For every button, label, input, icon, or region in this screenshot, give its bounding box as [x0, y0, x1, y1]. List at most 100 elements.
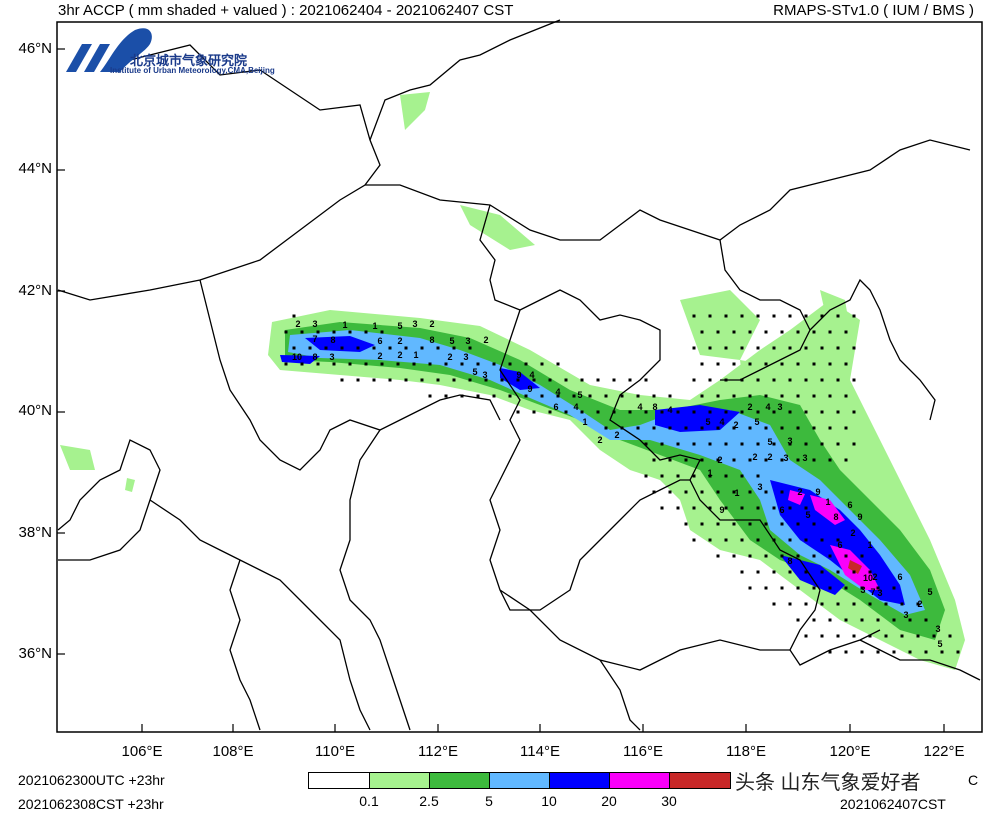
grid-point-marker [428, 362, 432, 366]
grid-point-marker [724, 314, 728, 318]
grid-point-marker [796, 426, 800, 430]
grid-point-marker [748, 330, 752, 334]
grid-point-marker [580, 378, 584, 382]
grid-point-marker [508, 362, 512, 366]
grid-point-marker [580, 410, 584, 414]
grid-point-marker [796, 586, 800, 590]
grid-point-marker [500, 378, 504, 382]
lat-label-40: 40°N [18, 402, 52, 419]
grid-point-marker [532, 410, 536, 414]
grid-point-marker [924, 618, 928, 622]
grid-point-marker [700, 394, 704, 398]
grid-point-marker [860, 586, 864, 590]
grid-point-marker [748, 490, 752, 494]
grid-point-marker [780, 522, 784, 526]
grid-value-label: 9 [527, 384, 532, 394]
grid-point-marker [780, 554, 784, 558]
grid-point-marker [684, 458, 688, 462]
grid-value-label: 5 [705, 417, 710, 427]
lon-label-110: 110°E [315, 743, 355, 760]
grid-point-marker [420, 378, 424, 382]
grid-point-marker [668, 458, 672, 462]
colorbar-label-2.5: 2.5 [419, 793, 439, 809]
grid-point-marker [796, 458, 800, 462]
grid-point-marker [772, 442, 776, 446]
grid-point-marker [764, 362, 768, 366]
grid-point-marker [772, 506, 776, 510]
grid-value-label: 3 [312, 319, 317, 329]
grid-value-label: 5 [927, 587, 932, 597]
lat-label-38: 38°N [18, 524, 52, 541]
grid-value-label: 8 [652, 402, 657, 412]
grid-point-marker [852, 378, 856, 382]
grid-value-label: 8 [330, 335, 335, 345]
grid-point-marker [692, 346, 696, 350]
grid-point-marker [900, 634, 904, 638]
grid-point-marker [876, 586, 880, 590]
grid-point-marker [636, 394, 640, 398]
grid-point-marker [692, 314, 696, 318]
grid-point-marker [804, 634, 808, 638]
lon-label-112: 112°E [418, 743, 458, 760]
grid-value-label: 3 [935, 624, 940, 634]
grid-point-marker [708, 442, 712, 446]
grid-point-marker [532, 378, 536, 382]
grid-point-marker [852, 314, 856, 318]
grid-point-marker [436, 346, 440, 350]
model-title: RMAPS-STv1.0 ( IUM / BMS ) [773, 2, 974, 19]
grid-point-marker [708, 506, 712, 510]
grid-point-marker [460, 394, 464, 398]
grid-point-marker [684, 522, 688, 526]
grid-point-marker [844, 394, 848, 398]
grid-point-marker [556, 362, 560, 366]
valid-time-cst: 2021062407CST [840, 796, 946, 812]
lon-label-114: 114°E [520, 743, 560, 760]
grid-value-label: 1 [342, 320, 347, 330]
lon-ticks [141, 724, 945, 732]
grid-point-marker [516, 378, 520, 382]
grid-value-label: 3 [777, 402, 782, 412]
lat-label-36: 36°N [18, 645, 52, 662]
grid-value-label: 2 [767, 452, 772, 462]
grid-point-marker [764, 586, 768, 590]
grid-point-marker [700, 330, 704, 334]
grid-point-marker [708, 474, 712, 478]
grid-value-label: 3 [783, 453, 788, 463]
grid-point-marker [956, 650, 960, 654]
ium-logo-mark [66, 28, 152, 72]
grid-point-marker [804, 410, 808, 414]
grid-value-label: 1 [372, 321, 377, 331]
grid-point-marker [740, 506, 744, 510]
grid-point-marker [316, 330, 320, 334]
grid-point-marker [564, 410, 568, 414]
grid-point-marker [612, 410, 616, 414]
grid-point-marker [836, 410, 840, 414]
grid-value-label: 8 [312, 352, 317, 362]
grid-point-marker [332, 330, 336, 334]
grid-point-marker [740, 474, 744, 478]
grid-value-label: 3 [860, 585, 865, 595]
grid-value-label: 8 [833, 512, 838, 522]
grid-value-label: 2 [397, 350, 402, 360]
grid-value-label: 10 [863, 573, 873, 583]
precip-shading [60, 92, 965, 670]
colorbar-label-10: 10 [541, 793, 557, 809]
grid-point-marker [804, 602, 808, 606]
grid-point-marker [300, 362, 304, 366]
grid-value-label: 5 [754, 417, 759, 427]
grid-point-marker [844, 586, 848, 590]
grid-point-marker [796, 618, 800, 622]
grid-point-marker [404, 378, 408, 382]
grid-point-marker [892, 618, 896, 622]
grid-point-marker [812, 362, 816, 366]
grid-point-marker [796, 362, 800, 366]
grid-point-marker [620, 394, 624, 398]
grid-point-marker [740, 410, 744, 414]
grid-point-marker [428, 394, 432, 398]
grid-point-marker [700, 458, 704, 462]
grid-point-marker [740, 346, 744, 350]
grid-point-marker [844, 618, 848, 622]
grid-point-marker [764, 330, 768, 334]
grid-point-marker [828, 618, 832, 622]
grid-point-marker [452, 346, 456, 350]
